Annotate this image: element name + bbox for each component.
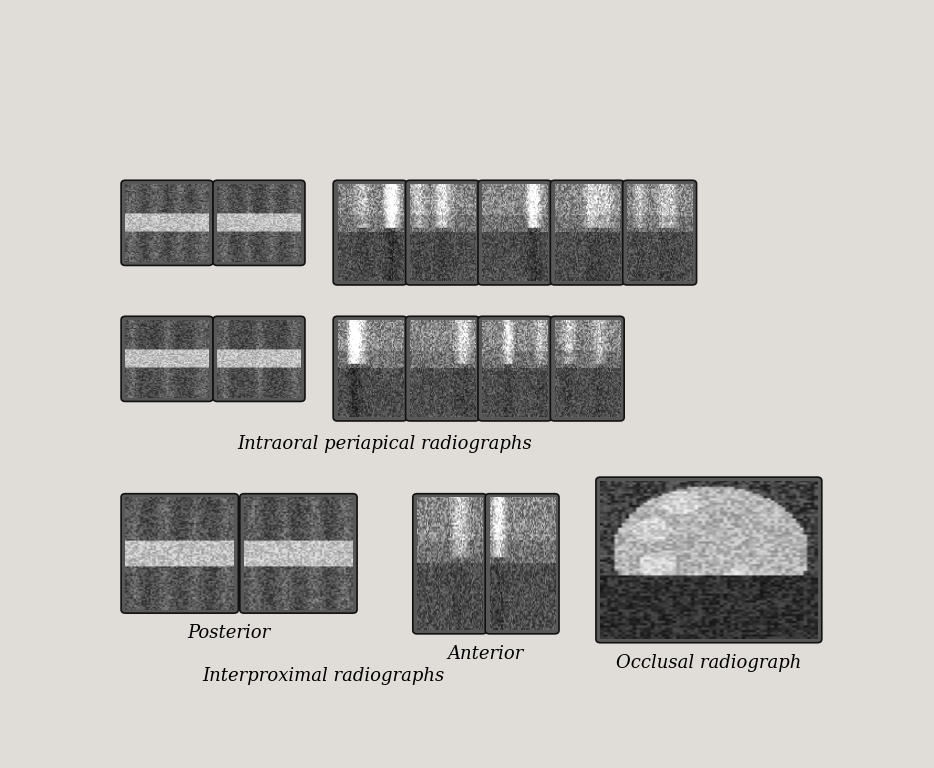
FancyBboxPatch shape [333, 316, 407, 421]
FancyBboxPatch shape [405, 180, 479, 285]
FancyBboxPatch shape [121, 180, 213, 266]
FancyBboxPatch shape [240, 494, 357, 613]
FancyBboxPatch shape [596, 477, 822, 643]
Text: Posterior: Posterior [188, 624, 271, 642]
FancyBboxPatch shape [413, 494, 487, 634]
Text: Anterior: Anterior [447, 645, 524, 663]
FancyBboxPatch shape [405, 316, 479, 421]
FancyBboxPatch shape [485, 494, 559, 634]
FancyBboxPatch shape [478, 316, 552, 421]
FancyBboxPatch shape [550, 180, 624, 285]
FancyBboxPatch shape [478, 180, 552, 285]
FancyBboxPatch shape [623, 180, 697, 285]
FancyBboxPatch shape [121, 316, 213, 402]
Text: Interproximal radiographs: Interproximal radiographs [202, 667, 445, 685]
Text: Occlusal radiograph: Occlusal radiograph [616, 654, 801, 672]
FancyBboxPatch shape [213, 316, 305, 402]
FancyBboxPatch shape [213, 180, 305, 266]
FancyBboxPatch shape [333, 180, 407, 285]
FancyBboxPatch shape [550, 316, 624, 421]
Text: Intraoral periapical radiographs: Intraoral periapical radiographs [237, 435, 532, 453]
FancyBboxPatch shape [121, 494, 238, 613]
